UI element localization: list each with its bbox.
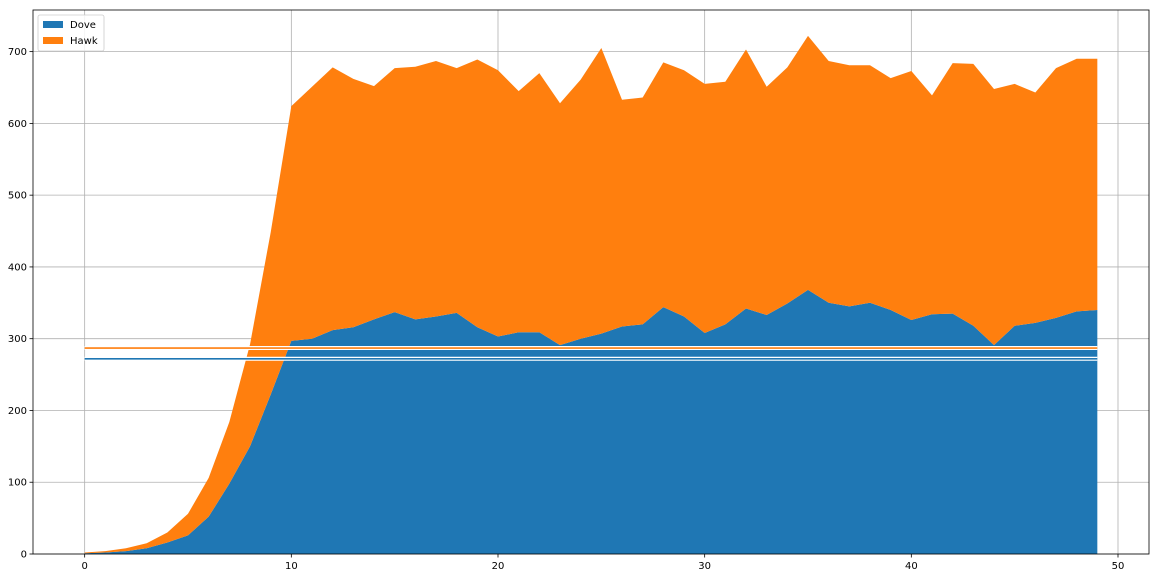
y-tick-label: 300 (8, 334, 27, 345)
y-tick-label: 600 (8, 119, 27, 130)
y-tick-label: 100 (8, 478, 27, 489)
legend-swatch-dove (43, 21, 63, 28)
x-tick-label: 50 (1112, 561, 1125, 572)
plot-areas (84, 35, 1098, 554)
x-tick-label: 10 (285, 561, 298, 572)
y-tick-label: 200 (8, 406, 27, 417)
y-tick-label: 400 (8, 262, 27, 273)
y-tick-label: 500 (8, 191, 27, 202)
y-tick-label: 0 (21, 550, 27, 561)
x-tick-label: 20 (492, 561, 505, 572)
area-dove (84, 289, 1098, 554)
reference-lines (84, 346, 1098, 361)
area-hawk (84, 35, 1098, 554)
x-tick-label: 0 (81, 561, 87, 572)
legend-swatch-hawk (43, 37, 63, 44)
y-tick-label: 700 (8, 47, 27, 58)
plot-frame (32, 9, 1150, 555)
x-tick-label: 30 (698, 561, 711, 572)
legend: Dove Hawk (37, 14, 105, 52)
legend-label-hawk: Hawk (70, 36, 98, 47)
legend-label-dove: Dove (70, 20, 96, 31)
x-tick-label: 40 (905, 561, 918, 572)
